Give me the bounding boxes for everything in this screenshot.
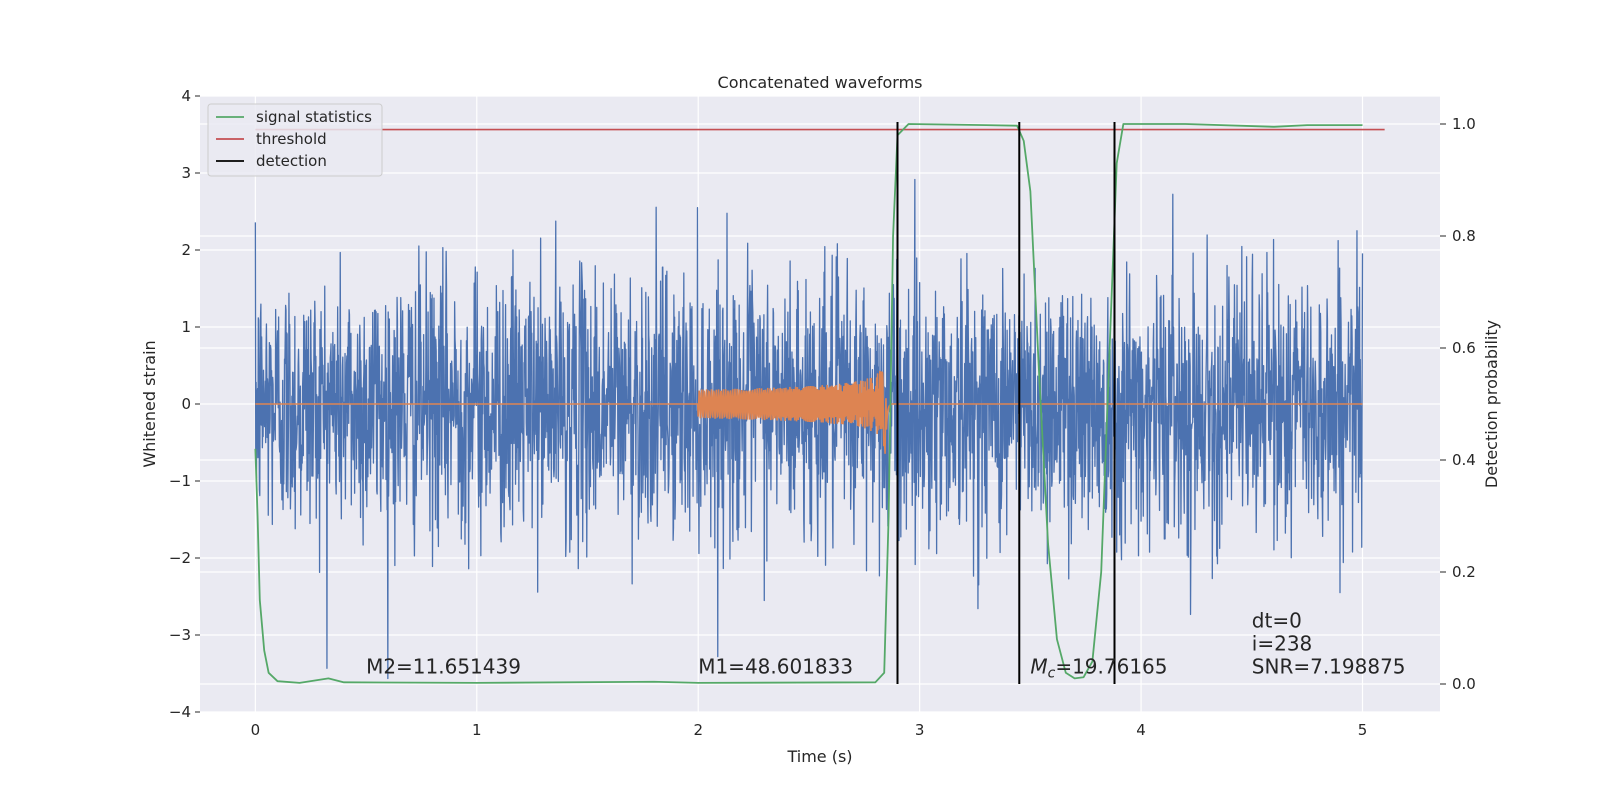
- legend-label-signal-statistics: signal statistics: [256, 108, 372, 126]
- annotation-symbol: M: [1030, 655, 1047, 679]
- x-tick-label: 0: [251, 721, 261, 739]
- y2-tick-label: 0.4: [1452, 451, 1476, 469]
- detection-lines: [896, 122, 1116, 684]
- annotation-text: Mc=19.76165: [1030, 655, 1167, 682]
- x-axis-ticks: 0 1 2 3 4 5: [251, 721, 1368, 739]
- legend-label-threshold: threshold: [256, 130, 327, 148]
- annotation-text: dt=0: [1252, 608, 1302, 632]
- annotation-text: SNR=7.198875: [1252, 655, 1406, 679]
- x-tick-label: 2: [693, 721, 703, 739]
- legend-box: [207, 103, 383, 177]
- y2-tick-label: 0.6: [1452, 339, 1476, 357]
- y-tick-label: 4: [181, 87, 191, 105]
- y-tick-label: 1: [181, 318, 191, 336]
- y-tick-label: −1: [169, 472, 191, 490]
- y-axis-ticks: −4 −3 −2 −1 0 1 2 3 4: [169, 87, 200, 721]
- signal-statistics-line: [254, 123, 1363, 684]
- y-tick-label: −4: [169, 703, 191, 721]
- waveform-series: [255, 370, 1363, 454]
- y-tick-label: 2: [181, 241, 191, 259]
- signal-statistics-series: [254, 123, 1363, 684]
- y2-tick-label: 0.8: [1452, 227, 1476, 245]
- y-tick-label: −2: [169, 549, 191, 567]
- x-tick-label: 5: [1358, 721, 1368, 739]
- annotation-subscript: c: [1048, 666, 1056, 682]
- y2-tick-label: 0.2: [1452, 563, 1476, 581]
- annotation-text: M1=48.601833: [698, 655, 853, 679]
- x-axis-label: Time (s): [786, 747, 852, 766]
- annotation-value: =19.76165: [1055, 655, 1167, 679]
- y2-axis-ticks: 0.0 0.2 0.4 0.6 0.8 1.0: [1440, 115, 1476, 693]
- waveform-line: [255, 370, 1363, 454]
- x-tick-label: 1: [472, 721, 482, 739]
- x-tick-label: 3: [915, 721, 925, 739]
- y2-axis-label: Detection probability: [1482, 320, 1501, 488]
- noise-series: [254, 178, 1364, 680]
- y-tick-label: −3: [169, 626, 191, 644]
- annotation-text: i=238: [1252, 631, 1313, 655]
- annotations: M2=11.651439 M1=48.601833 Mc=19.76165 dt=0i…: [366, 608, 1405, 681]
- y-axis-label: Whitened strain: [140, 340, 159, 467]
- x-tick-label: 4: [1136, 721, 1146, 739]
- chart-title: Concatenated waveforms: [718, 73, 923, 92]
- noise-line: [254, 178, 1364, 680]
- y-tick-label: 0: [181, 395, 191, 413]
- annotation-text: M2=11.651439: [366, 655, 521, 679]
- y-tick-label: 3: [181, 164, 191, 182]
- y2-tick-label: 1.0: [1452, 115, 1476, 133]
- legend-label-detection: detection: [256, 152, 327, 170]
- y2-tick-label: 0.0: [1452, 675, 1476, 693]
- legend: signal statistics threshold detection: [207, 103, 383, 177]
